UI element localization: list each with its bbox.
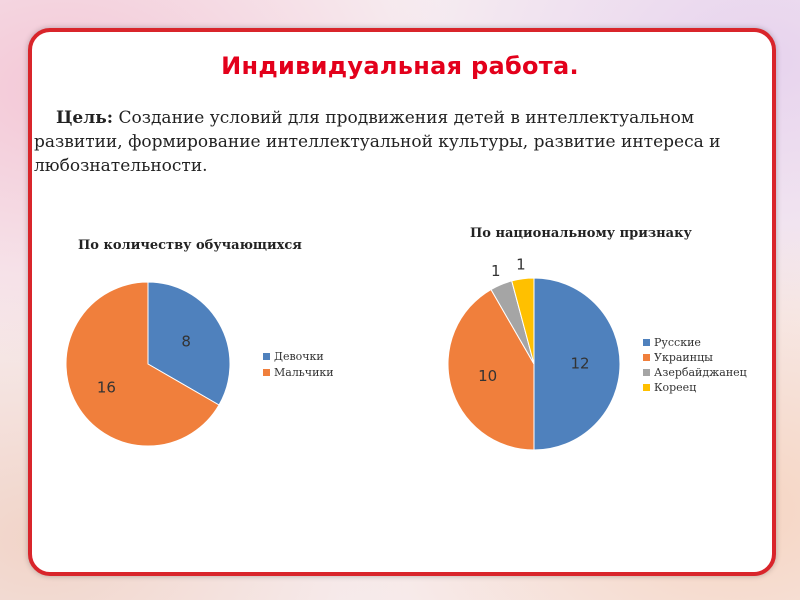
slide-title: Индивидуальная работа. xyxy=(221,52,579,80)
chart-2-title: По национальному признаку xyxy=(470,226,692,241)
goal-paragraph: Цель: Создание условий для продвижения д… xyxy=(34,106,754,178)
goal-label: Цель: xyxy=(56,108,114,128)
goal-text: Создание условий для продвижения детей в… xyxy=(34,108,721,176)
chart-1-title: По количеству обучающихся xyxy=(78,238,302,253)
